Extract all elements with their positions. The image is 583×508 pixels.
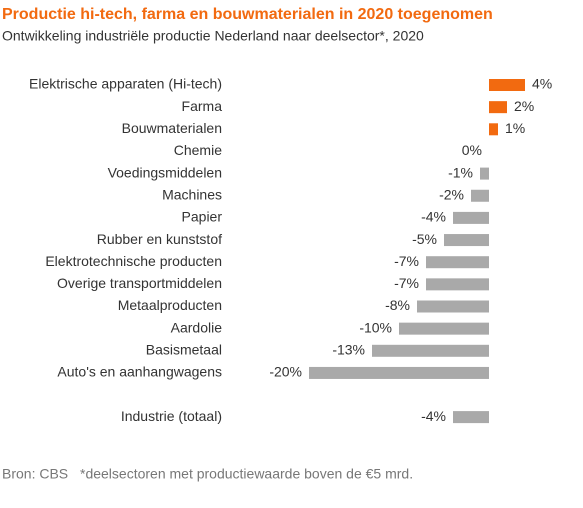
value-label: -5% xyxy=(412,231,437,247)
category-label: Voedingsmiddelen xyxy=(108,164,222,180)
value-label: -13% xyxy=(332,342,365,358)
value-label: 2% xyxy=(514,98,534,114)
bar xyxy=(453,411,489,424)
value-label: -4% xyxy=(421,408,446,424)
bar xyxy=(489,123,498,136)
value-label: -7% xyxy=(394,275,419,291)
bar xyxy=(480,167,489,180)
category-label: Rubber en kunststof xyxy=(97,231,222,247)
bar xyxy=(417,300,489,313)
category-label: Overige transportmiddelen xyxy=(57,275,222,291)
value-label: -10% xyxy=(359,319,392,335)
category-label: Chemie xyxy=(174,142,222,158)
value-label: -1% xyxy=(448,164,473,180)
bar xyxy=(444,234,489,247)
bar xyxy=(372,344,489,357)
category-label: Machines xyxy=(162,186,222,202)
bar xyxy=(453,211,489,224)
value-label: 4% xyxy=(532,76,552,92)
bar xyxy=(426,256,489,269)
category-label: Aardolie xyxy=(171,319,223,335)
category-label: Papier xyxy=(182,209,223,225)
bar xyxy=(309,366,489,379)
chart-title: Productie hi-tech, farma en bouwmaterial… xyxy=(2,6,493,23)
bar xyxy=(399,322,489,335)
bar xyxy=(471,189,489,202)
value-label: 1% xyxy=(505,120,525,136)
category-label: Basismetaal xyxy=(146,342,222,358)
value-label: -20% xyxy=(269,364,302,380)
value-label: -7% xyxy=(394,253,419,269)
value-label: -4% xyxy=(421,209,446,225)
bar xyxy=(489,101,507,114)
chart-subtitle: Ontwikkeling industriële productie Neder… xyxy=(2,28,424,44)
category-label: Farma xyxy=(182,98,223,114)
value-label: -8% xyxy=(385,297,410,313)
category-label: Auto's en aanhangwagens xyxy=(57,364,222,380)
category-label: Elektrotechnische producten xyxy=(45,253,222,269)
note: *deelsectoren met productiewaarde boven … xyxy=(80,466,413,482)
value-label: -2% xyxy=(439,186,464,202)
bar xyxy=(426,278,489,291)
category-label: Industrie (totaal) xyxy=(121,408,222,424)
category-label: Metaalproducten xyxy=(118,297,222,313)
bar xyxy=(489,79,525,91)
category-label: Bouwmaterialen xyxy=(122,120,222,136)
source: Bron: CBS xyxy=(2,466,68,482)
category-label: Elektrische apparaten (Hi-tech) xyxy=(29,76,222,92)
value-label: 0% xyxy=(462,142,482,158)
